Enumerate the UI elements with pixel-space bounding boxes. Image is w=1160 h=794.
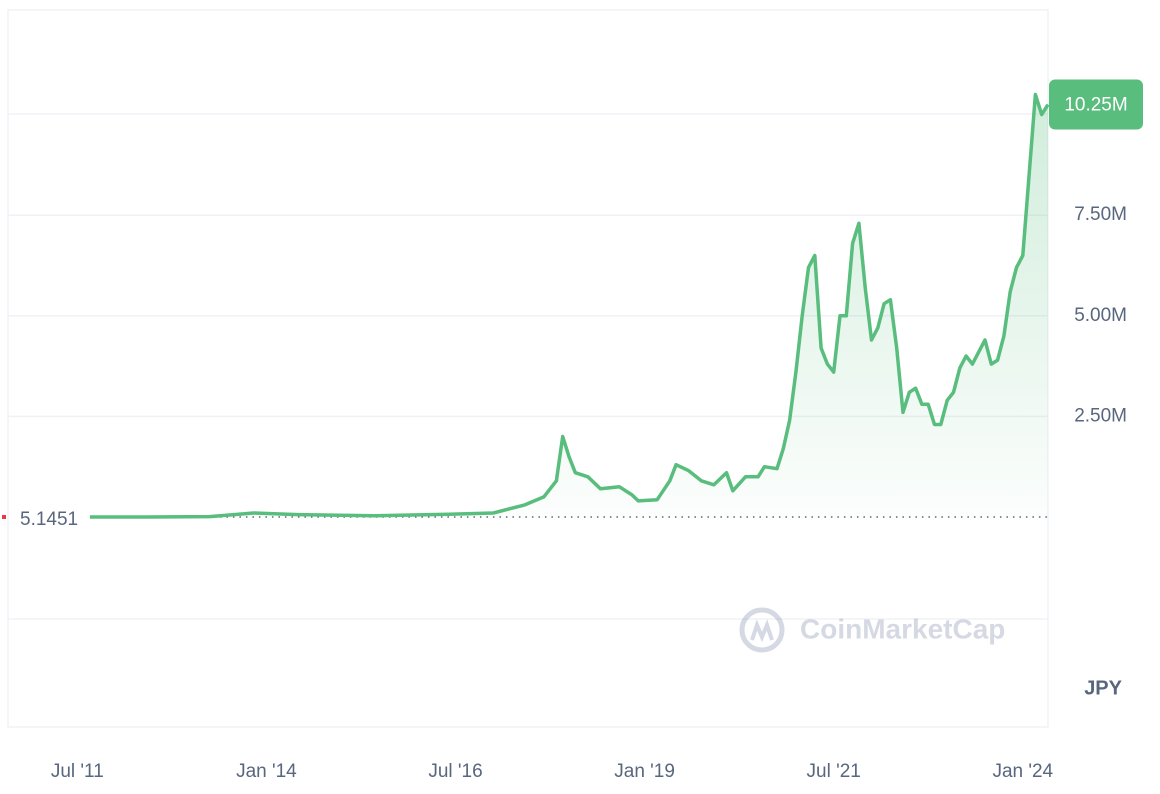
current-price-badge [1049,79,1143,130]
x-tick-label: Jan '24 [992,761,1053,782]
start-price-label: 5.1451 [20,509,78,530]
watermark-text: CoinMarketCap [800,613,1005,644]
x-tick-label: Jul '21 [807,761,861,782]
watermark: CoinMarketCap [739,607,1005,653]
x-tick-label: Jan '19 [614,761,675,782]
price-line [89,92,1050,519]
start-price-tick [2,514,6,519]
x-tick-label: Jul '11 [51,761,104,782]
x-tick-label: Jan '14 [236,761,297,782]
y-tick-label: 5.00M [1074,305,1127,326]
y-tick-label: 2.50M [1074,405,1127,426]
currency-label: JPY [1084,677,1122,699]
current-price-label: 10.25M [1064,95,1127,116]
x-tick-label: Jul '16 [428,761,482,782]
y-tick-label: 7.50M [1074,204,1127,225]
area [89,94,1048,517]
